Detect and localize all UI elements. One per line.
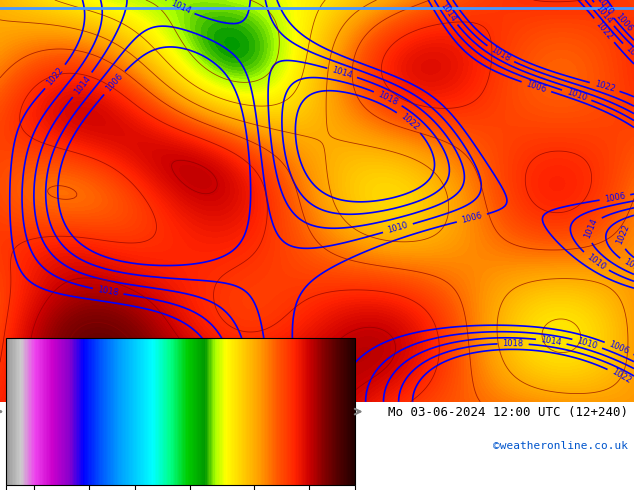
Text: 1006: 1006 — [104, 72, 125, 94]
Text: 1018: 1018 — [489, 45, 512, 64]
Text: 1018: 1018 — [377, 90, 399, 107]
Text: 1014: 1014 — [169, 0, 191, 16]
Text: 1006: 1006 — [525, 79, 548, 95]
Text: 1022: 1022 — [615, 223, 631, 245]
Text: ©weatheronline.co.uk: ©weatheronline.co.uk — [493, 441, 628, 451]
Text: 1014: 1014 — [72, 74, 92, 96]
Text: 1022: 1022 — [594, 19, 614, 41]
Text: 1022: 1022 — [45, 66, 65, 88]
Text: 1022: 1022 — [593, 79, 616, 94]
Text: 1010: 1010 — [585, 252, 607, 271]
Text: 1014: 1014 — [582, 217, 598, 240]
Text: 1018: 1018 — [503, 339, 524, 348]
Text: 1010: 1010 — [387, 221, 410, 235]
Text: 1018: 1018 — [97, 285, 119, 297]
Text: 1010: 1010 — [594, 0, 614, 17]
Text: 1010: 1010 — [566, 87, 588, 103]
Text: 1014: 1014 — [594, 3, 614, 25]
Text: 1006: 1006 — [604, 191, 626, 204]
Text: 1014: 1014 — [540, 335, 562, 347]
Text: 1018: 1018 — [622, 257, 634, 276]
Text: 1010: 1010 — [576, 336, 598, 351]
Text: 1018: 1018 — [623, 44, 634, 65]
Text: 1022: 1022 — [610, 368, 633, 386]
Text: 1006: 1006 — [460, 211, 483, 225]
Text: 1006: 1006 — [614, 11, 634, 33]
Text: 1014: 1014 — [439, 1, 458, 24]
Text: 1006: 1006 — [607, 340, 631, 356]
Text: Mo 03-06-2024 12:00 UTC (12+240): Mo 03-06-2024 12:00 UTC (12+240) — [387, 406, 628, 419]
Text: SLP/Temp. 850 hPa [hPa] ECMWF: SLP/Temp. 850 hPa [hPa] ECMWF — [6, 406, 224, 419]
Text: 1014: 1014 — [331, 65, 354, 80]
Text: 1022: 1022 — [398, 112, 420, 132]
